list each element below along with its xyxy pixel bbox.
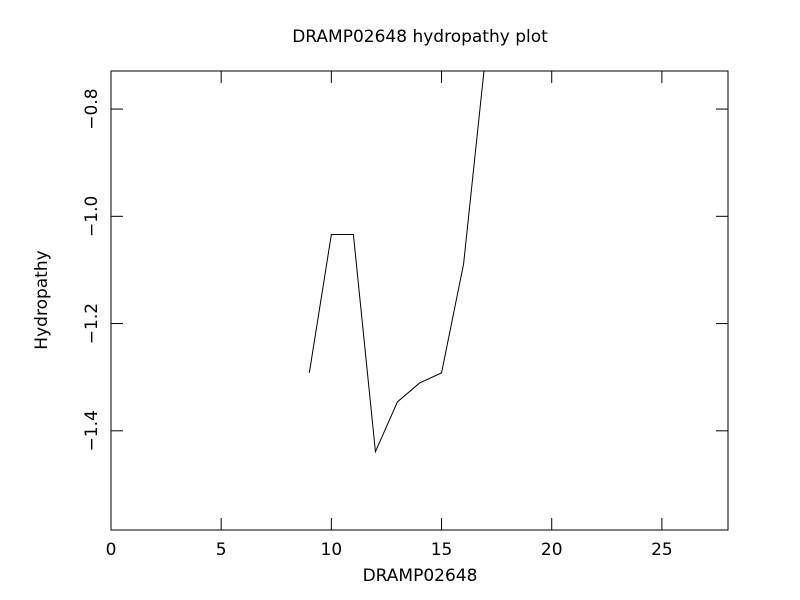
plot-frame [110,70,729,531]
y-tick-label: −1.0 [82,196,102,237]
y-tick-label: −0.8 [82,88,102,129]
y-tick-label: −1.2 [82,303,102,344]
chart-title: DRAMP02648 hydropathy plot [292,27,548,47]
x-axis-label: DRAMP02648 [363,566,478,586]
x-tick-label: 0 [106,540,117,560]
x-tick-label: 15 [431,540,453,560]
x-tick-label: 5 [216,540,227,560]
y-tick-label: −1.4 [82,410,102,451]
y-axis-label: Hydropathy [32,250,52,349]
x-tick-label: 10 [321,540,343,560]
x-tick-label: 20 [541,540,563,560]
x-tick-label: 25 [651,540,673,560]
data-line [308,71,485,454]
